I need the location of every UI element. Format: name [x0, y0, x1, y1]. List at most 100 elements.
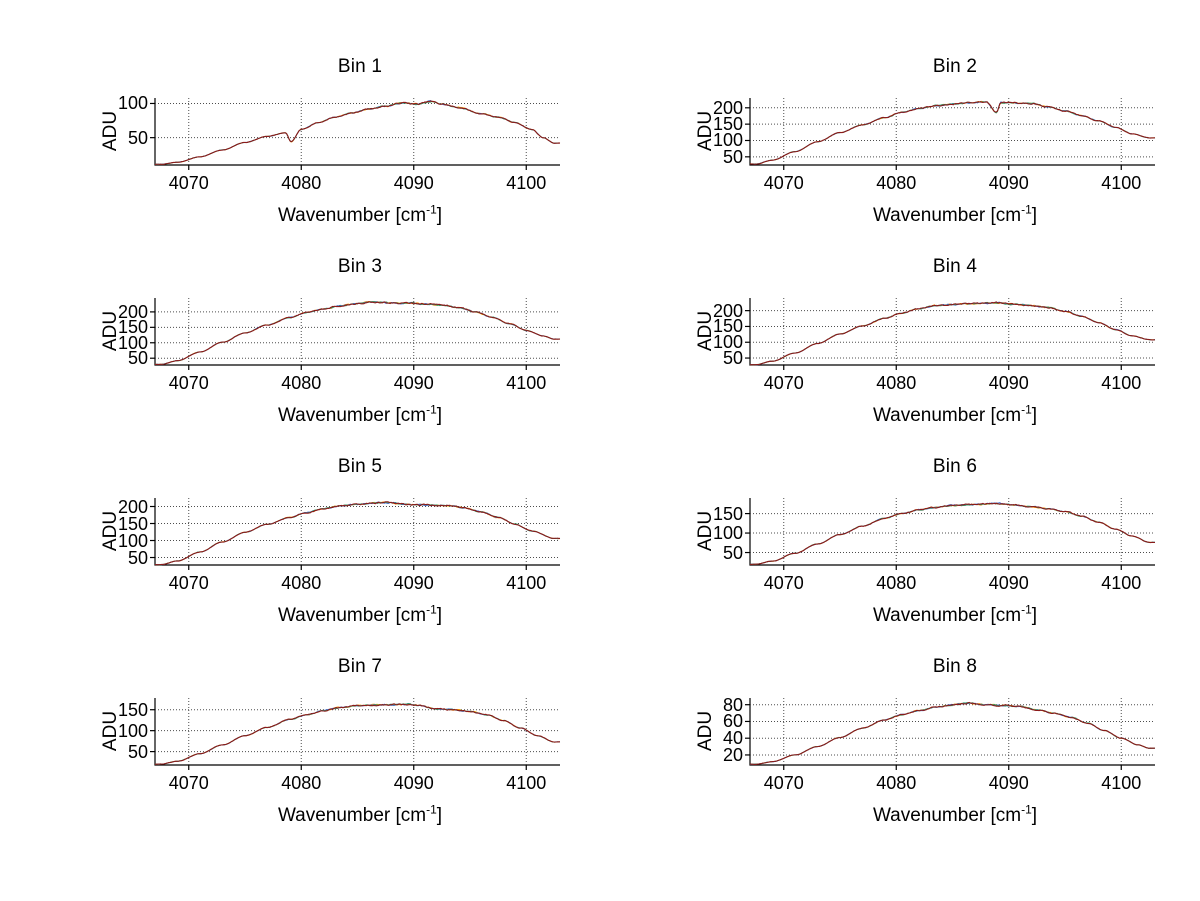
x-tick-label: 4070 [168, 573, 209, 593]
panel-title: Bin 5 [337, 456, 383, 477]
spectrum-trace [749, 101, 1156, 165]
x-tick-label: 4090 [393, 373, 434, 393]
x-tick-label: 4100 [506, 773, 547, 793]
x-tick-label: 4100 [1101, 373, 1142, 393]
x-tick-label: 4070 [168, 173, 209, 193]
subplot-panel-8: Bin 8 ADU 20 40 60 80 4070 4080 4090 4100 Wavenumb… [655, 648, 1200, 848]
panel-title: Bin 3 [337, 256, 383, 277]
spectrum-trace [154, 501, 560, 566]
x-tick-label: 4070 [763, 373, 804, 393]
spectrum-trace [154, 100, 561, 165]
plot-area [745, 698, 1156, 770]
x-axis-label-text: Wavenumber [cm [872, 805, 1022, 826]
y-tick-label: 100 [712, 523, 743, 544]
plot-area [150, 98, 561, 170]
y-tick-label: 100 [117, 720, 148, 741]
x-tick-label: 4070 [763, 173, 804, 193]
axis-spines [154, 698, 560, 766]
x-axis-label-exponent: -1 [1021, 802, 1032, 817]
x-tick-label: 4090 [393, 773, 434, 793]
subplot-panel-6: Bin 6 ADU 50 100 150 4070 4080 4090 4100 Wavenumb… [655, 448, 1200, 648]
axis-spines [749, 98, 1155, 166]
x-tick-label: 4090 [393, 173, 434, 193]
x-axis-label: Wavenumber [cm-1] [60, 604, 660, 627]
y-tick-label: 200 [712, 300, 743, 321]
x-axis-label-bracket: ] [1031, 205, 1038, 226]
x-tick-label: 4080 [281, 173, 322, 193]
spectrum-trace [749, 101, 1156, 165]
x-axis-label-bracket: ] [436, 205, 443, 226]
spectrum-trace [154, 703, 561, 765]
x-axis-label-text: Wavenumber [cm [277, 405, 427, 426]
spectrum-trace [749, 100, 1156, 165]
spectrum-trace [749, 301, 1156, 366]
spectrum-trace [749, 502, 1156, 565]
x-tick-label: 4090 [988, 373, 1029, 393]
x-axis-label-text: Wavenumber [cm [872, 405, 1022, 426]
plot-area [745, 498, 1156, 570]
panel-title: Bin 8 [932, 656, 978, 677]
axis-spines [749, 498, 1155, 566]
y-tick-label: 200 [117, 301, 148, 322]
x-tick-label: 4090 [988, 173, 1029, 193]
x-tick-label: 4100 [506, 373, 547, 393]
y-tick-label: 150 [117, 699, 148, 720]
x-axis-label: Wavenumber [cm-1] [655, 402, 1200, 427]
axis-spines [154, 98, 560, 166]
spectrum-trace [154, 703, 561, 765]
panel-title: Bin 4 [932, 256, 978, 277]
x-axis-label-text: Wavenumber [cm [277, 605, 427, 626]
y-tick-label: 80 [722, 694, 743, 715]
x-axis-label-exponent: -1 [1021, 402, 1032, 417]
x-tick-label: 4080 [876, 373, 917, 393]
y-tick-label: 50 [127, 547, 148, 568]
x-tick-label: 4090 [393, 573, 434, 593]
x-axis-label-bracket: ] [436, 805, 443, 826]
spectrum-trace [749, 502, 1156, 565]
x-tick-label: 4080 [281, 573, 322, 593]
x-axis-label-exponent: -1 [426, 802, 437, 817]
plot-area [150, 298, 561, 370]
x-axis-label-text: Wavenumber [cm [872, 205, 1022, 226]
subplot-panel-7: Bin 7 ADU 50 100 150 4070 4080 4090 4100 Wavenumb… [60, 648, 660, 848]
spectrum-trace [749, 302, 1156, 366]
x-tick-label: 4100 [1101, 173, 1142, 193]
panel-title: Bin 7 [337, 656, 383, 677]
y-tick-label: 60 [722, 711, 743, 732]
x-tick-label: 4100 [1101, 573, 1142, 593]
axis-spines [749, 298, 1155, 366]
x-axis-label-exponent: -1 [1021, 202, 1032, 217]
y-tick-label: 40 [722, 728, 743, 749]
y-tick-label: 200 [117, 496, 148, 517]
x-tick-label: 4100 [1101, 773, 1142, 793]
y-tick-label: 100 [117, 93, 148, 114]
x-tick-label: 4100 [506, 573, 547, 593]
x-axis-label: Wavenumber [cm-1] [60, 802, 660, 827]
x-tick-label: 4080 [876, 773, 917, 793]
subplot-panel-2: Bin 2 ADU 50 100 150 200 4070 4080 4090 4100 Waven… [655, 48, 1200, 248]
x-tick-label: 4080 [281, 373, 322, 393]
subplot-panel-1: Bin 1 ADU 50 100 4070 4080 4090 4100 Wavenumber … [60, 48, 660, 248]
x-axis-label: Wavenumber [cm-1] [60, 204, 660, 227]
x-axis-label-bracket: ] [1031, 605, 1038, 626]
x-tick-label: 4080 [281, 773, 322, 793]
spectrum-trace [154, 501, 561, 566]
x-tick-label: 4070 [763, 773, 804, 793]
y-tick-label: 150 [712, 114, 743, 135]
y-tick-label: 100 [712, 332, 743, 353]
axis-spines [154, 498, 560, 566]
x-tick-label: 4070 [168, 773, 209, 793]
subplot-panel-4: Bin 4 ADU 50 100 150 200 4070 4080 4090 4100 Waven… [655, 248, 1200, 448]
x-tick-label: 4070 [763, 573, 804, 593]
spectrum-trace [749, 502, 1156, 565]
x-tick-label: 4100 [506, 173, 547, 193]
x-tick-label: 4090 [988, 773, 1029, 793]
x-axis-label-text: Wavenumber [cm [872, 605, 1022, 626]
spectrum-trace [154, 100, 561, 165]
y-tick-label: 50 [127, 741, 148, 762]
panel-title: Bin 6 [932, 456, 978, 477]
spectrum-trace [154, 501, 561, 566]
plot-area [150, 698, 561, 770]
axis-spines [749, 698, 1155, 766]
x-tick-label: 4090 [988, 573, 1029, 593]
